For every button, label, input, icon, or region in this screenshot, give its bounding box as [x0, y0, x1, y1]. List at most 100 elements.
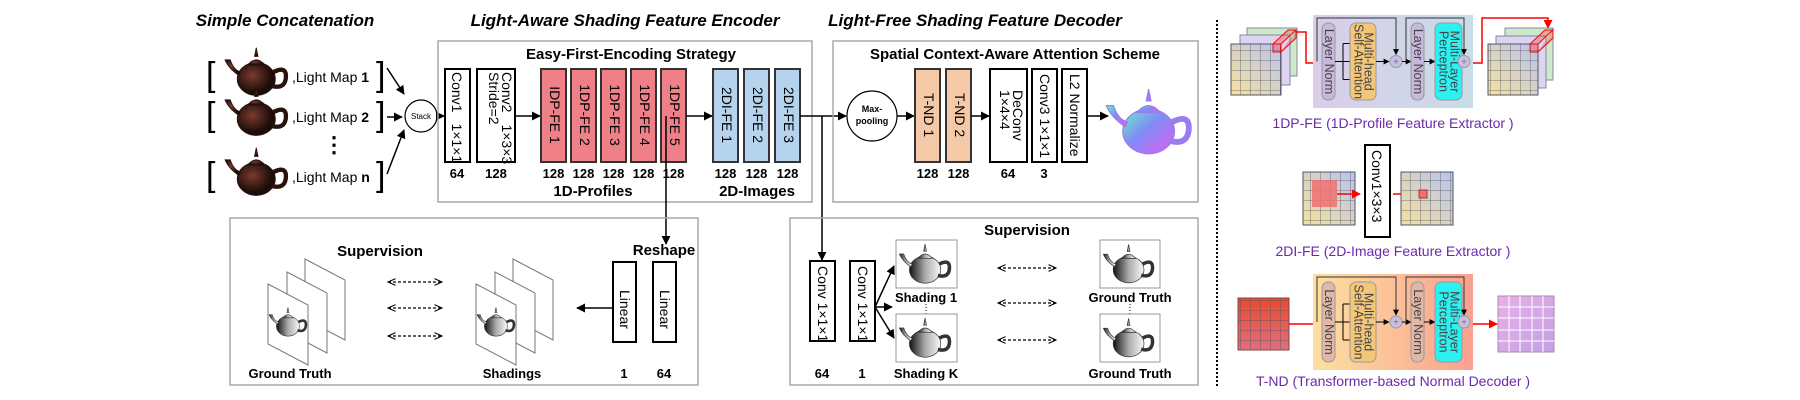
supervision-right-frame: [789, 217, 1199, 386]
add-icon: [1457, 55, 1471, 68]
conv2-stride: Stride=2: [486, 72, 502, 125]
conv1-block: [444, 68, 471, 163]
shadings-stack: [475, 258, 554, 366]
1dp-fe-4-block: [630, 68, 657, 163]
add-icon: [1457, 315, 1471, 329]
1dp-fe-5-label: 1DP-FE 5: [667, 84, 683, 146]
1dp-fe-3-block: [600, 68, 627, 163]
linear-block-2: [652, 261, 677, 343]
plus-glyph: +: [1393, 57, 1399, 68]
conv-block-2: [849, 260, 876, 342]
mhsa-label: Self-Attention: [1352, 284, 1366, 359]
legend-2di-fe: Conv1×3×3: [1302, 144, 1454, 238]
layer-norm-label: Layer Norm: [1322, 289, 1336, 354]
mlp-label: Multi-Layer: [1448, 31, 1462, 93]
mhsa-label: Self-Attention: [1352, 24, 1366, 99]
deconv-name: DeConv: [1010, 90, 1026, 141]
bracket-open-icon: [: [206, 96, 216, 134]
arrow: [874, 265, 895, 308]
conv-1x3x3-label: Conv1×3×3: [1369, 150, 1385, 223]
1d-profile-blocks: IDP-FE 1 128 1DP-FE 2 128 1DP-FE 3 128 1DP-FE …: [540, 68, 687, 181]
normal-map-teapot-image: [1106, 89, 1189, 154]
arrow: [874, 306, 895, 339]
t-nd-1-channels: 128: [917, 166, 939, 181]
input-row-2: [ ,Light Map 2 ]: [206, 88, 385, 136]
plus-glyph: +: [1393, 318, 1399, 329]
decoder-frame: [832, 40, 1199, 203]
deconv-channels: 64: [1001, 166, 1016, 181]
mlp-label: Perceptron: [1437, 291, 1451, 352]
light-map-label: ,Light Map 1: [292, 69, 369, 85]
bracket-open-icon: [: [206, 156, 216, 194]
linear-label: Linear: [657, 290, 673, 329]
ground-truth-2-label: Ground Truth: [1088, 366, 1171, 381]
title-decoder: Light-Free Shading Feature Decoder: [828, 11, 1123, 30]
input-row-1: [ ,Light Map 1 ]: [206, 48, 385, 96]
supervision-right-title: Supervision: [984, 222, 1070, 239]
2di-fe-1-block: [712, 68, 739, 163]
input-row-n: [ ,Light Map n ]: [206, 148, 385, 196]
supervision-left-title: Supervision: [337, 243, 423, 260]
encoder-strategy-title: Easy-First-Encoding Strategy: [526, 46, 737, 63]
t-nd-1-label: T-ND 1: [921, 93, 937, 138]
maxpooling-label: Max-: [862, 104, 883, 114]
linear-2-channels: 64: [657, 366, 672, 381]
supervision-left-frame: [229, 217, 699, 386]
conv-2-channels: 1: [858, 366, 865, 381]
conv1-channels: 64: [450, 166, 465, 181]
2di-fe-2-channels: 128: [746, 166, 768, 181]
decoder-scheme-title: Spatial Context-Aware Attention Scheme: [870, 46, 1160, 63]
mhsa-label: Multi-head: [1362, 293, 1376, 351]
encoder-frame: [437, 40, 813, 203]
conv2-channels: 128: [485, 166, 507, 181]
deconv-kernel: 1×4×4: [997, 90, 1013, 130]
bracket-close-icon: ]: [376, 156, 385, 194]
2di-fe-3-channels: 128: [777, 166, 799, 181]
t-nd-2-label: T-ND 2: [952, 93, 968, 138]
conv-1-channels: 64: [815, 366, 830, 381]
bracket-close-icon: ]: [376, 56, 385, 94]
shadings-label: Shadings: [483, 366, 542, 381]
arrow: [386, 129, 406, 175]
1dp-fe-3-channels: 128: [603, 166, 625, 181]
maxpooling-label: pooling: [856, 116, 889, 126]
legend-1dp-fe-output: [1473, 17, 1555, 96]
1dp-fe-4-label: 1DP-FE 4: [637, 84, 653, 146]
linear-1-channels: 1: [620, 366, 627, 381]
conv-label: Conv 1×1×1: [815, 266, 831, 342]
shading-k-label: Shading K: [894, 366, 959, 381]
1dp-fe-3-label: 1DP-FE 3: [607, 84, 623, 146]
1dp-fe-1-channels: 128: [543, 166, 565, 181]
1dp-fe-1-block: [540, 68, 567, 163]
ground-truth-label: Ground Truth: [248, 366, 331, 381]
teapot-image: [225, 88, 286, 136]
linear-label: Linear: [617, 290, 633, 329]
2di-fe-2-label: 2DI-FE 2: [750, 87, 766, 143]
teapot-image: [225, 148, 286, 196]
2di-fe-2-block: [743, 68, 770, 163]
1dp-fe-2-channels: 128: [573, 166, 595, 181]
conv3-label: Conv3 1×1×1: [1037, 74, 1053, 158]
plus-glyph: +: [1461, 318, 1467, 329]
1dp-fe-2-label: 1DP-FE 2: [577, 84, 593, 146]
2di-fe-1-label: 2DI-FE 1: [719, 87, 735, 143]
plus-glyph: +: [1461, 57, 1467, 68]
t-nd-1-block: [914, 68, 941, 163]
t-nd-2-block: [945, 68, 972, 163]
l2-normalize-label: L2 Normalize: [1067, 74, 1083, 157]
reshape-label: Reshape: [633, 242, 696, 259]
conv-block-1: [809, 260, 836, 342]
2di-fe-1-channels: 128: [715, 166, 737, 181]
layer-norm-label: Layer Norm: [1411, 29, 1425, 94]
qkv-split: [1335, 303, 1350, 341]
1dp-fe-4-channels: 128: [633, 166, 655, 181]
t-nd-blocks: T-ND 1 128 T-ND 2 128: [914, 68, 972, 181]
light-map-label: ,Light Map n: [292, 169, 370, 185]
linear-block-1: [612, 261, 637, 343]
conv2-label: Conv21×3×3: [499, 72, 515, 164]
conv-label: Conv 1×1×1: [855, 266, 871, 342]
bracket-close-icon: ]: [376, 96, 385, 134]
conv1-label: Conv11×1×1: [449, 72, 465, 163]
